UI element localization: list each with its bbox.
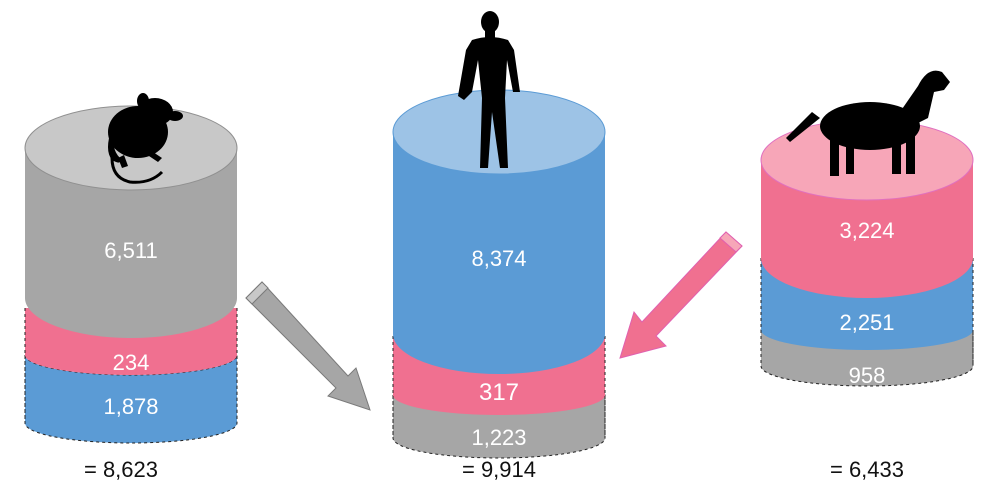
rat-label-pink: 234 — [113, 350, 150, 375]
stack-rat: 6,511 234 1,878 = 8,623 — [24, 93, 238, 482]
human-label-gray: 1,223 — [471, 425, 526, 450]
dog-label-gray: 958 — [849, 363, 886, 388]
rat-label-gray: 6,511 — [104, 238, 157, 263]
rat-to-human-arrow — [245, 281, 371, 411]
dog-total: = 6,433 — [830, 457, 904, 482]
rat-silhouette-icon — [108, 93, 183, 184]
human-label-pink: 317 — [479, 379, 519, 406]
human-total: = 9,914 — [462, 457, 536, 482]
dog-label-blue: 2,251 — [839, 310, 894, 335]
human-label-blue: 8,374 — [471, 246, 526, 271]
dog-label-pink: 3,224 — [839, 218, 894, 243]
human-segment-blue — [393, 132, 605, 374]
human-silhouette-icon — [458, 11, 520, 168]
rat-label-blue: 1,878 — [103, 394, 158, 419]
stack-dog: 3,224 2,251 958 = 6,433 — [760, 70, 974, 482]
rat-segment-gray — [25, 148, 237, 338]
stack-human: 8,374 317 1,223 = 9,914 — [392, 11, 606, 482]
rat-total: = 8,623 — [84, 457, 158, 482]
dog-to-human-arrow — [619, 231, 743, 359]
dog-silhouette-icon — [786, 70, 950, 176]
